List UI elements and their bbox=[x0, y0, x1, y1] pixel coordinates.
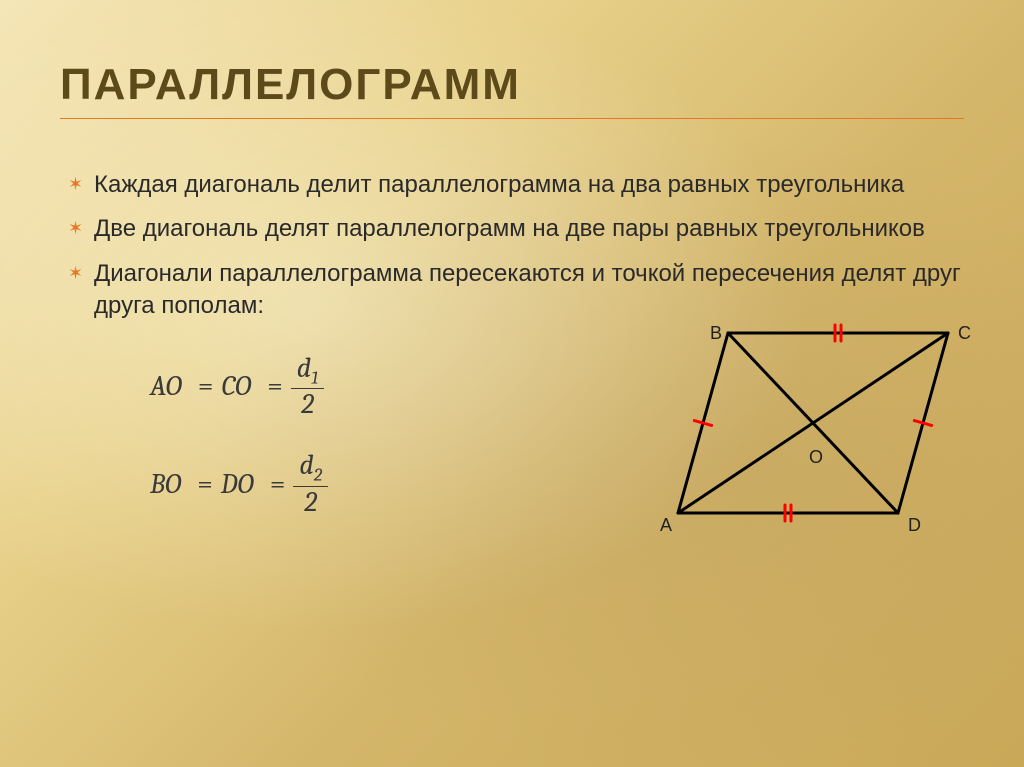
slide-title: ПАРАЛЛЕЛОГРАММ bbox=[60, 60, 964, 110]
parallelogram-diagram: B C A D O bbox=[658, 313, 968, 543]
fraction: d2 2 bbox=[293, 450, 328, 517]
equals-sign: = bbox=[198, 370, 214, 402]
fraction: d1 2 bbox=[291, 353, 325, 420]
svg-text:D: D bbox=[908, 515, 921, 535]
equals-sign: = bbox=[267, 370, 283, 402]
svg-text:B: B bbox=[710, 323, 722, 343]
equals-sign: = bbox=[197, 468, 213, 500]
fraction-num-sym: d bbox=[299, 449, 313, 481]
formula-lhs: AO bbox=[150, 370, 182, 402]
fraction-den: 2 bbox=[295, 389, 320, 420]
fraction-num-sym: d bbox=[297, 352, 311, 384]
formula-lhs: BO bbox=[150, 468, 181, 500]
fraction-num-sub: 2 bbox=[314, 465, 322, 486]
bullet-list: Каждая диагональ делит параллелограмма н… bbox=[60, 169, 964, 323]
svg-text:A: A bbox=[660, 515, 672, 535]
title-rule bbox=[60, 118, 964, 119]
fraction-num-sub: 1 bbox=[311, 367, 318, 388]
svg-text:C: C bbox=[958, 323, 971, 343]
bullet-item: Две диагональ делят параллелограмм на дв… bbox=[60, 213, 964, 245]
fraction-den: 2 bbox=[298, 487, 323, 518]
equals-sign: = bbox=[270, 468, 286, 500]
svg-text:O: O bbox=[809, 447, 823, 467]
formula-mid: CO bbox=[221, 370, 251, 402]
bullet-item: Каждая диагональ делит параллелограмма н… bbox=[60, 169, 964, 201]
formula-mid: DO bbox=[221, 468, 254, 500]
